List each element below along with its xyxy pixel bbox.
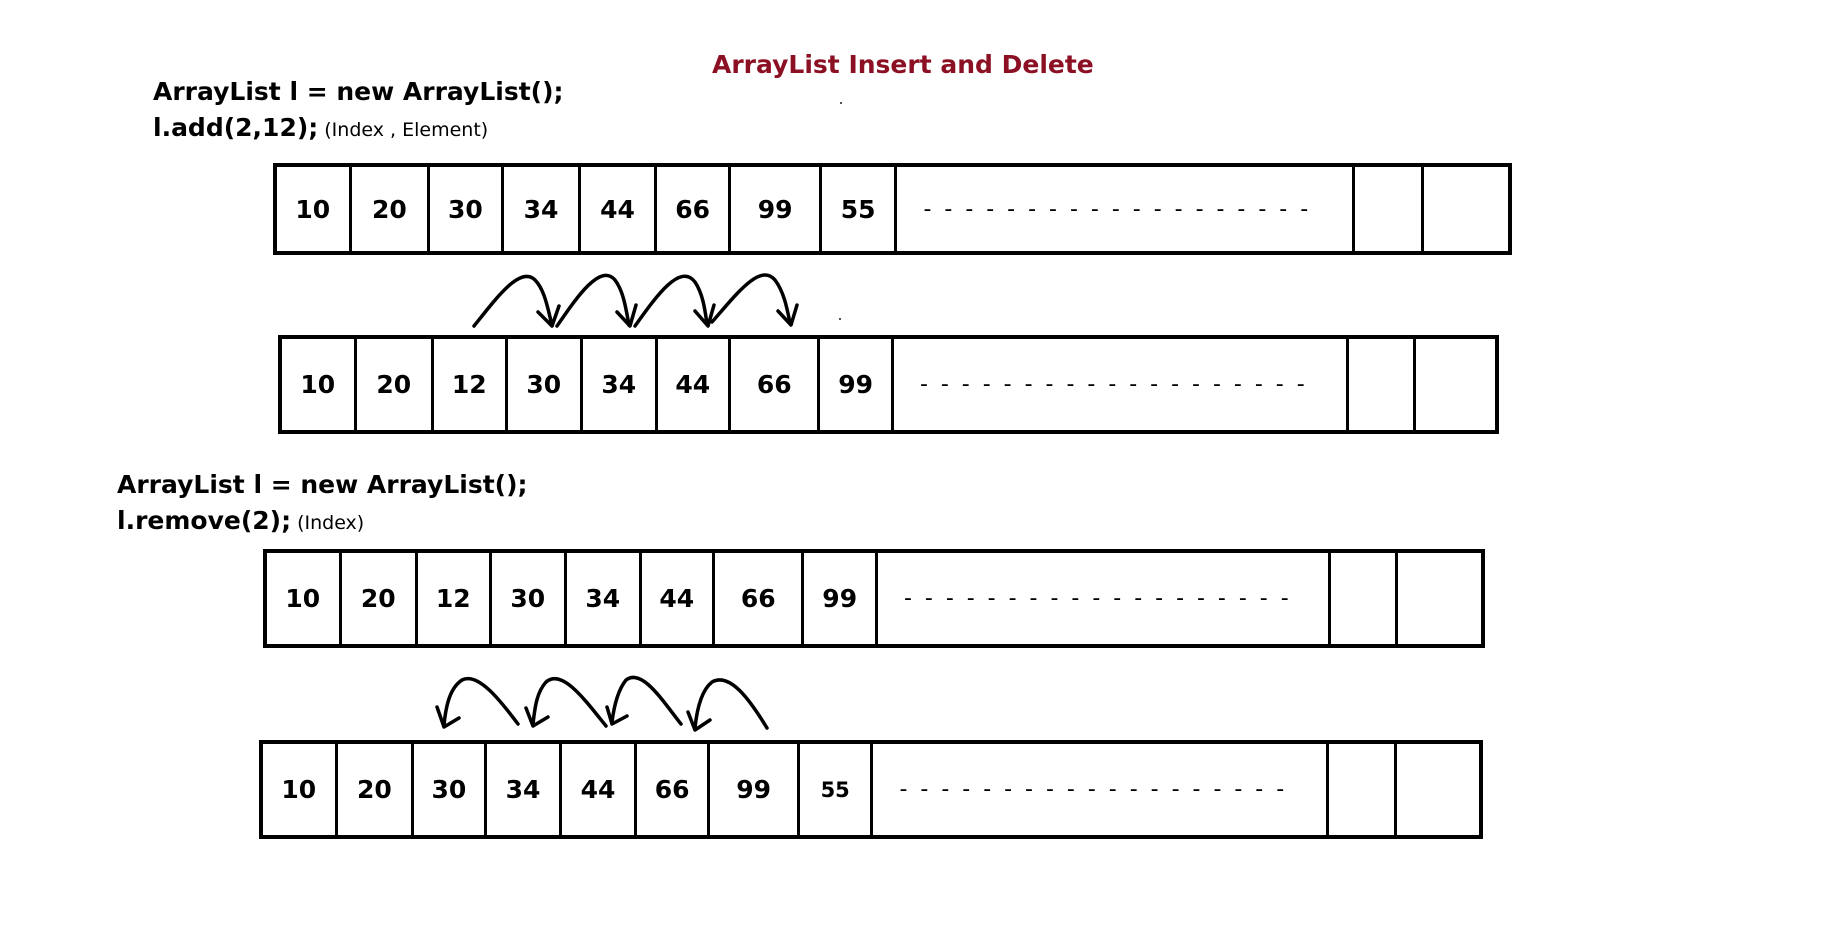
array-cell: 99 xyxy=(731,167,822,251)
stray-dot xyxy=(840,102,842,104)
insert-code: ArrayList l = new ArrayList(); l.add(2,1… xyxy=(153,74,564,148)
array-cell: 34 xyxy=(567,553,642,644)
array-cell: 20 xyxy=(357,339,434,430)
insert-code-line1: ArrayList l = new ArrayList(); xyxy=(153,77,564,106)
left-shift-arrow xyxy=(435,676,520,729)
array-cell: 99 xyxy=(710,744,800,835)
array-cell-empty xyxy=(1331,553,1398,644)
array-cell-empty xyxy=(1349,339,1416,430)
insert-after-array: 10 20 12 30 34 44 66 99 - - - - - - - - … xyxy=(278,335,1499,434)
array-cell: 66 xyxy=(637,744,711,835)
array-cell: 66 xyxy=(657,167,732,251)
array-cell: 12 xyxy=(418,553,492,644)
array-cell: 20 xyxy=(352,167,431,251)
remove-code-line2: l.remove(2); (Index) xyxy=(117,503,528,541)
array-cell: 10 xyxy=(282,339,357,430)
insert-call: l.add(2,12); xyxy=(153,113,319,142)
right-shift-arrow xyxy=(710,273,799,327)
array-cell: 44 xyxy=(642,553,716,644)
array-cell: 66 xyxy=(731,339,821,430)
array-cell: 20 xyxy=(342,553,418,644)
array-ellipsis-dashes: - - - - - - - - - - - - - - - - - - - xyxy=(878,553,1332,644)
array-cell-empty xyxy=(1355,167,1424,251)
array-cell: 55 xyxy=(800,744,874,835)
left-shift-arrow xyxy=(605,675,683,726)
array-cell: 20 xyxy=(338,744,415,835)
left-shift-arrow xyxy=(524,676,608,728)
array-cell: 99 xyxy=(804,553,878,644)
array-cell: 10 xyxy=(263,744,338,835)
array-cell: 34 xyxy=(583,339,658,430)
array-cell: 44 xyxy=(581,167,657,251)
remove-code-line1: ArrayList l = new ArrayList(); xyxy=(117,470,528,499)
array-cell: 30 xyxy=(430,167,504,251)
array-ellipsis-dashes: - - - - - - - - - - - - - - - - - - - xyxy=(894,339,1349,430)
array-cell: 12 xyxy=(434,339,508,430)
diagram-title: ArrayList Insert and Delete xyxy=(712,50,1094,79)
remove-call: l.remove(2); xyxy=(117,506,292,535)
array-cell: 66 xyxy=(715,553,805,644)
right-shift-arrow xyxy=(633,274,716,328)
array-ellipsis-dashes: - - - - - - - - - - - - - - - - - - - xyxy=(897,167,1355,251)
remove-after-array: 10 20 30 34 44 66 99 55 - - - - - - - - … xyxy=(259,740,1483,839)
array-cell: 55 xyxy=(822,167,898,251)
right-shift-arrow xyxy=(555,273,638,328)
insert-note: (Index , Element) xyxy=(324,119,489,141)
array-cell: 34 xyxy=(504,167,582,251)
array-cell: 99 xyxy=(820,339,894,430)
array-cell: 10 xyxy=(267,553,342,644)
array-cell-empty xyxy=(1329,744,1397,835)
insert-before-array: 10 20 30 34 44 66 99 55 - - - - - - - - … xyxy=(273,163,1512,255)
array-cell: 34 xyxy=(487,744,563,835)
array-cell: 44 xyxy=(658,339,732,430)
array-cell: 30 xyxy=(508,339,583,430)
right-shift-arrow xyxy=(472,274,561,328)
remove-code: ArrayList l = new ArrayList(); l.remove(… xyxy=(117,467,528,541)
array-cell: 44 xyxy=(562,744,637,835)
array-cell: 10 xyxy=(277,167,352,251)
array-cell: 30 xyxy=(414,744,487,835)
left-shift-arrow xyxy=(686,678,769,732)
remove-before-array: 10 20 12 30 34 44 66 99 - - - - - - - - … xyxy=(263,549,1485,648)
array-cell: 30 xyxy=(492,553,568,644)
stray-dot xyxy=(839,318,841,320)
array-ellipsis-dashes: - - - - - - - - - - - - - - - - - - - xyxy=(873,744,1329,835)
insert-code-line2: l.add(2,12); (Index , Element) xyxy=(153,110,564,148)
remove-note: (Index) xyxy=(297,512,365,534)
